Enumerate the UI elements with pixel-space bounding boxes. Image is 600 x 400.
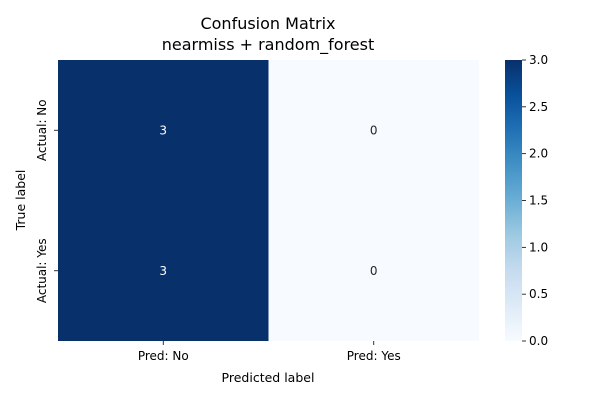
y-tick-label: Actual: Yes <box>35 238 49 303</box>
x-axis-label: Predicted label <box>222 370 315 385</box>
cell-value-label: 0 <box>370 264 378 278</box>
colorbar <box>505 60 522 341</box>
x-tick-label: Pred: Yes <box>347 349 401 363</box>
colorbar-tick-label: 1.0 <box>529 240 548 254</box>
colorbar-tick-label: 3.0 <box>529 53 548 67</box>
y-tick-label: Actual: No <box>35 99 49 161</box>
heatmap-cell <box>58 200 269 341</box>
x-axis-ticks: Pred: No Pred: Yes <box>138 341 401 363</box>
colorbar-ticks: 0.0 0.5 1.0 1.5 2.0 2.5 3.0 <box>522 53 548 348</box>
heatmap-annotations: 3 0 3 0 <box>159 123 377 278</box>
y-axis-ticks: Actual: No Actual: Yes <box>35 99 58 303</box>
colorbar-tick-label: 0.5 <box>529 287 548 301</box>
heatmap-cell <box>268 60 479 201</box>
colorbar-tick-label: 1.5 <box>529 194 548 208</box>
chart-subtitle: nearmiss + random_forest <box>162 35 375 55</box>
heatmap-cell <box>268 200 479 341</box>
cell-value-label: 3 <box>159 264 167 278</box>
x-tick-label: Pred: No <box>138 349 189 363</box>
heatmap-cell <box>58 60 269 201</box>
colorbar-tick-label: 2.0 <box>529 147 548 161</box>
cell-value-label: 3 <box>159 123 167 137</box>
heatmap-cells <box>58 60 479 341</box>
cell-value-label: 0 <box>370 123 378 137</box>
colorbar-tick-label: 2.5 <box>529 100 548 114</box>
colorbar-tick-label: 0.0 <box>529 334 548 348</box>
y-axis-label: True label <box>13 170 28 232</box>
chart-title: Confusion Matrix <box>200 14 335 33</box>
